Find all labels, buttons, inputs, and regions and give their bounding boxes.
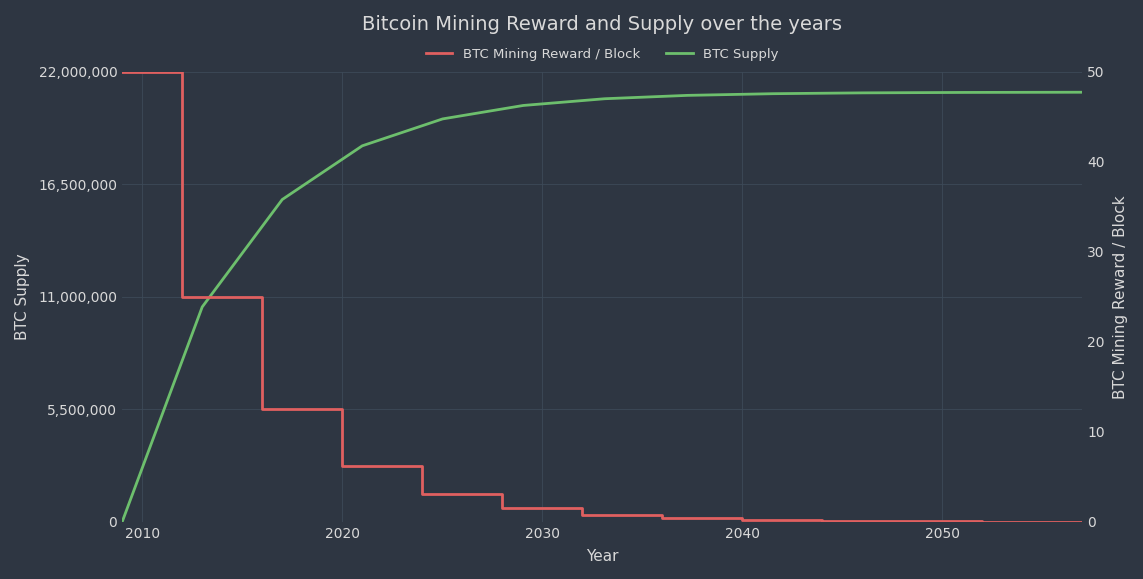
Title: Bitcoin Mining Reward and Supply over the years: Bitcoin Mining Reward and Supply over th…: [362, 15, 842, 34]
Y-axis label: BTC Supply: BTC Supply: [15, 254, 30, 340]
X-axis label: Year: Year: [586, 549, 618, 564]
Legend: BTC Mining Reward / Block, BTC Supply: BTC Mining Reward / Block, BTC Supply: [421, 42, 784, 66]
Y-axis label: BTC Mining Reward / Block: BTC Mining Reward / Block: [1113, 195, 1128, 398]
